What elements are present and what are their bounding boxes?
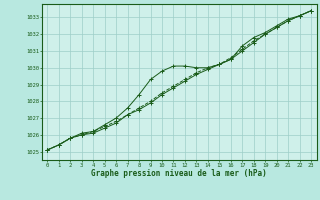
X-axis label: Graphe pression niveau de la mer (hPa): Graphe pression niveau de la mer (hPa) [91, 169, 267, 178]
